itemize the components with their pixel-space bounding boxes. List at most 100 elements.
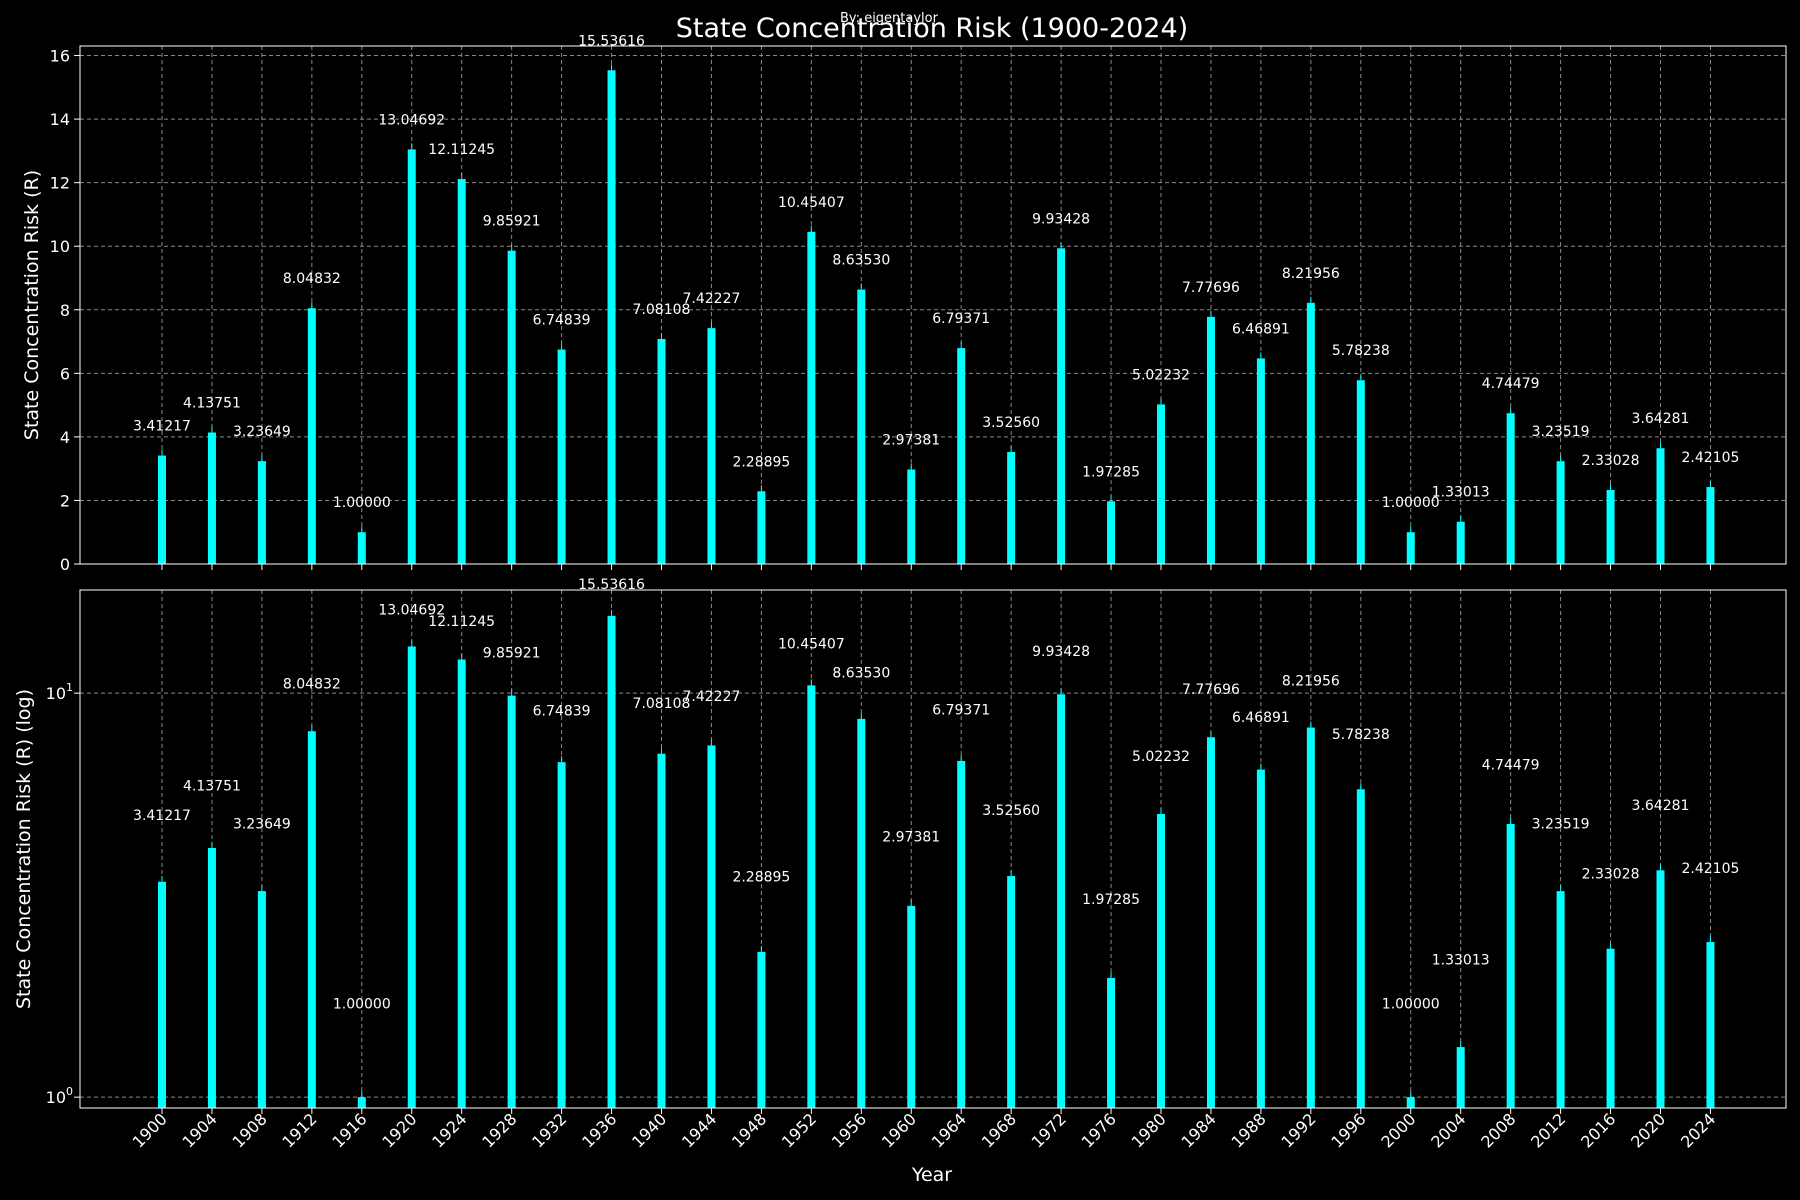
- bottom-bar-1904: [207, 847, 216, 1108]
- top-bar-1956: [857, 289, 866, 564]
- bottom-bar-1900: [158, 881, 166, 1108]
- top-data-label-1960: 2.97381: [882, 432, 940, 448]
- bottom-bar-1992: [1306, 727, 1315, 1108]
- top-bar-1968: [1007, 451, 1016, 564]
- top-data-label-2000: 1.00000: [1382, 495, 1440, 511]
- bottom-data-label-2008: 4.74479: [1482, 758, 1540, 774]
- bottom-bar-1976: [1107, 977, 1116, 1108]
- bottom-y-tick-exponent: 0: [66, 1085, 73, 1098]
- top-chart-y-axis: 0 2 4 6 8 10 12 14 16: [50, 47, 80, 574]
- top-data-label-1928: 9.85921: [483, 214, 541, 230]
- bottom-bar-1920: [407, 646, 416, 1108]
- bottom-data-label-1924: 12.11245: [428, 614, 495, 630]
- bottom-data-label-1968: 3.52560: [982, 803, 1040, 819]
- top-y-tick-label: 12: [50, 174, 70, 193]
- bottom-bar-1916: [357, 1097, 366, 1108]
- bottom-data-label-2020: 3.64281: [1632, 798, 1690, 814]
- bottom-bar-1908: [257, 891, 266, 1108]
- bottom-data-label-1928: 9.85921: [483, 645, 541, 661]
- bottom-chart-y-axis-label: State Concentration Risk (R) (log): [13, 689, 35, 1009]
- bottom-bar-1952: [807, 685, 816, 1108]
- bottom-bar-1924: [457, 659, 466, 1108]
- top-data-label-1904: 4.13751: [183, 396, 241, 412]
- top-bar-1920: [407, 149, 416, 565]
- top-data-label-1984: 7.77696: [1182, 280, 1240, 296]
- top-bar-1944: [707, 328, 716, 564]
- bottom-data-label-1932: 6.74839: [533, 704, 591, 720]
- top-y-tick-label: 0: [60, 555, 70, 574]
- top-bar-1952: [807, 231, 816, 565]
- top-data-label-1916: 1.00000: [333, 495, 391, 511]
- top-bar-1976: [1107, 501, 1116, 564]
- bottom-data-label-2016: 2.33028: [1582, 867, 1640, 883]
- top-y-tick-label: 4: [60, 428, 70, 447]
- top-bar-2012: [1556, 461, 1565, 564]
- bottom-y-tick-label: 10: [46, 684, 66, 703]
- top-chart-bars: [158, 64, 1715, 565]
- top-data-label-1944: 7.42227: [682, 291, 740, 307]
- bottom-data-label-1952: 10.45407: [778, 636, 845, 652]
- bottom-bar-1948: [757, 951, 766, 1108]
- top-bar-2008: [1506, 413, 1515, 564]
- top-data-label-2020: 3.64281: [1632, 411, 1690, 427]
- top-y-tick-label: 2: [60, 491, 70, 510]
- bottom-data-label-1948: 2.28895: [732, 869, 790, 885]
- top-bar-1960: [907, 469, 916, 564]
- bottom-bar-1972: [1057, 694, 1066, 1108]
- top-data-label-1908: 3.23649: [233, 424, 291, 440]
- bottom-data-label-1940: 7.08108: [633, 696, 691, 712]
- top-data-label-1936: 15.53616: [578, 33, 645, 49]
- bottom-data-label-1964: 6.79371: [932, 703, 990, 719]
- top-bar-1932: [557, 349, 566, 564]
- top-bar-1912: [307, 308, 316, 564]
- bottom-bar-2004: [1456, 1047, 1465, 1108]
- bottom-bar-1912: [307, 731, 316, 1108]
- top-bar-2016: [1606, 489, 1615, 564]
- top-bar-1928: [507, 250, 516, 564]
- x-axis-label: Year: [911, 1164, 952, 1186]
- top-data-label-1952: 10.45407: [778, 195, 845, 211]
- top-data-label-1948: 2.28895: [732, 454, 790, 470]
- top-bar-2020: [1656, 448, 1665, 564]
- top-y-tick-label: 14: [50, 110, 70, 129]
- top-data-label-1980: 5.02232: [1132, 367, 1190, 383]
- top-data-label-1968: 3.52560: [982, 415, 1040, 431]
- top-bar-1936: [607, 70, 616, 565]
- bottom-data-label-1976: 1.97285: [1082, 892, 1140, 908]
- bottom-chart-frame: [79, 589, 1787, 1109]
- top-chart-data-labels: 3.41217 4.13751 3.23649 8.04832 1.00000 13.04…: [133, 33, 1739, 511]
- top-bar-1916: [357, 532, 366, 564]
- bottom-data-label-1936: 15.53616: [578, 577, 645, 593]
- bottom-data-label-1956: 8.63530: [832, 666, 890, 682]
- bottom-data-label-1908: 3.23649: [233, 816, 291, 832]
- top-bar-2024: [1706, 487, 1715, 564]
- top-data-label-2012: 3.23519: [1532, 424, 1590, 440]
- bottom-bar-2012: [1556, 891, 1565, 1108]
- top-bar-1996: [1356, 380, 1365, 564]
- top-data-label-1972: 9.93428: [1032, 211, 1090, 227]
- top-y-tick-label: 8: [60, 301, 70, 320]
- top-bar-1984: [1206, 316, 1215, 564]
- bottom-data-label-1912: 8.04832: [283, 677, 341, 693]
- bottom-bar-2000: [1406, 1097, 1415, 1108]
- top-bar-1972: [1057, 248, 1066, 564]
- bottom-bar-1980: [1157, 813, 1165, 1108]
- bottom-bar-2020: [1656, 870, 1665, 1108]
- bottom-y-tick-label: 10: [46, 1088, 66, 1107]
- top-data-label-1988: 6.46891: [1232, 321, 1290, 337]
- bottom-chart-bars: [158, 609, 1715, 1108]
- top-data-label-1964: 6.79371: [932, 311, 990, 327]
- bottom-data-label-2012: 3.23519: [1532, 816, 1590, 832]
- top-bar-2004: [1456, 521, 1465, 564]
- bottom-data-label-1900: 3.41217: [133, 808, 191, 824]
- bottom-data-label-1980: 5.02232: [1132, 749, 1190, 765]
- top-data-label-1976: 1.97285: [1082, 464, 1140, 480]
- bottom-bar-1944: [707, 745, 716, 1108]
- top-bar-1900: [158, 455, 166, 564]
- top-bar-2000: [1406, 532, 1415, 564]
- top-bar-1980: [1157, 404, 1165, 564]
- top-y-tick-label: 6: [60, 364, 70, 383]
- chart-title: State Concentration Risk (1900-2024): [676, 13, 1188, 44]
- top-data-label-1996: 5.78238: [1332, 343, 1390, 359]
